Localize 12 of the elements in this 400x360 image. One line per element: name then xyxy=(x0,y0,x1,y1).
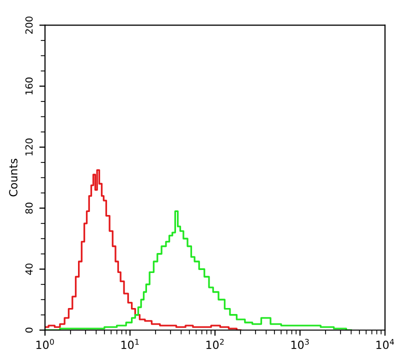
y-axis-title: Counts xyxy=(9,158,18,196)
y-tick-label: 0 xyxy=(25,328,33,333)
x-tick-label: 10$^{1}$ xyxy=(121,338,139,350)
x-tick-label: 10$^{3}$ xyxy=(291,338,309,350)
y-tick-label: 200 xyxy=(25,16,33,34)
x-tick-label: 10$^{4}$ xyxy=(376,338,394,350)
x-tick-label: 10$^{0}$ xyxy=(36,338,54,350)
y-tick-label: 160 xyxy=(25,78,33,94)
x-tick-label: 10$^{2}$ xyxy=(206,338,224,350)
y-tick-label: 40 xyxy=(25,264,33,275)
y-tick-label: 80 xyxy=(25,202,33,214)
y-tick-label: 120 xyxy=(25,138,33,156)
